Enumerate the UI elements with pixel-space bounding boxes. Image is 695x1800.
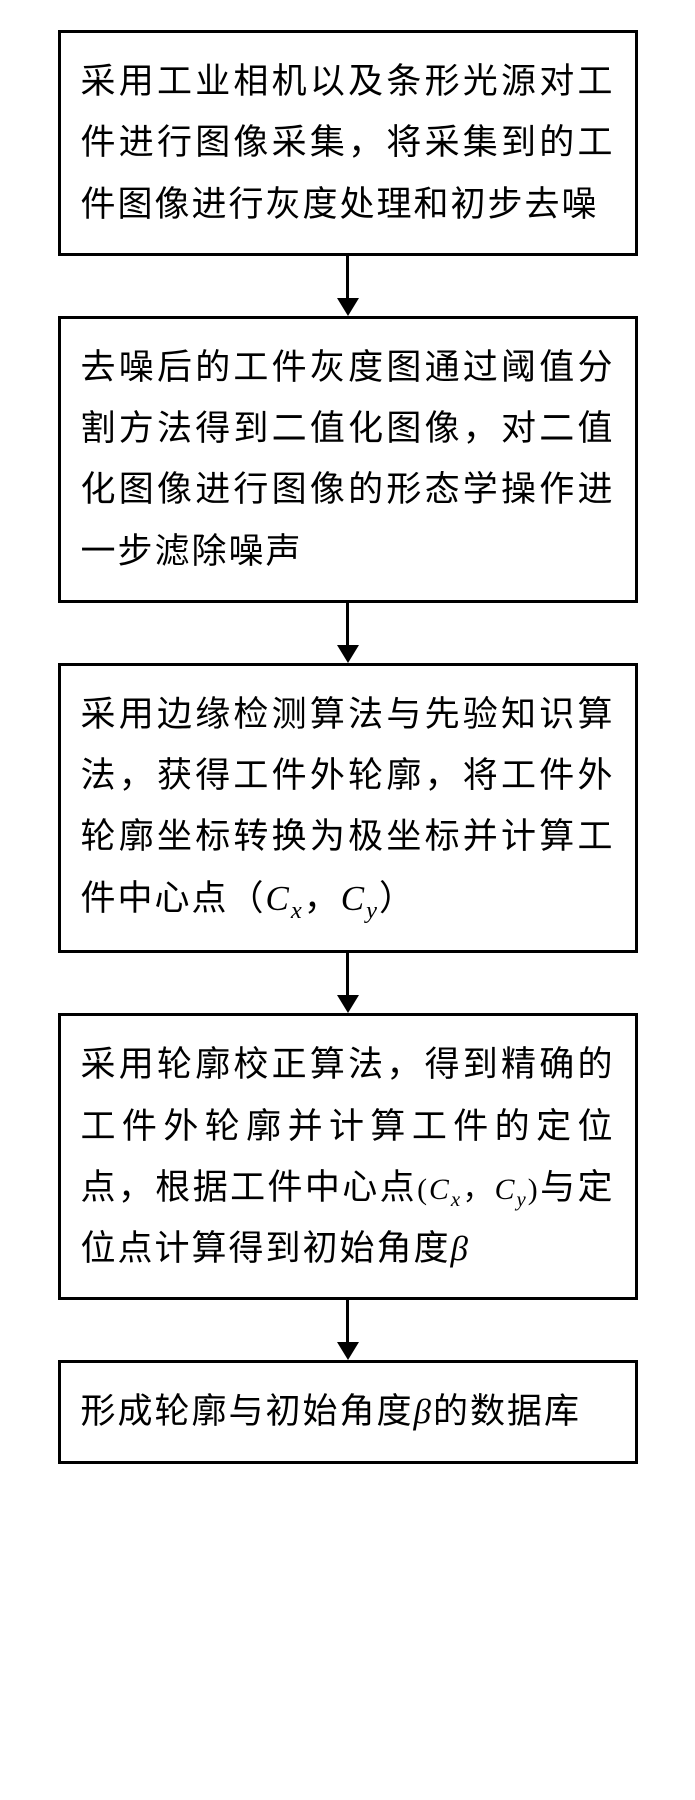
step-5-text: 形成轮廓与初始角度β的数据库 <box>81 1381 615 1442</box>
flowchart-step-4: 采用轮廓校正算法，得到精确的工件外轮廓并计算工件的定位点，根据工件中心点(Cx，… <box>58 1013 638 1300</box>
flowchart-step-3: 采用边缘检测算法与先验知识算法，获得工件外轮廓，将工件外轮廓坐标转换为极坐标并计… <box>58 663 638 954</box>
arrow-4 <box>337 1300 359 1360</box>
math-cx: Cx <box>429 1173 462 1206</box>
flowchart-step-2: 去噪后的工件灰度图通过阈值分割方法得到二值化图像，对二值化图像进行图像的形态学操… <box>58 316 638 603</box>
arrow-line <box>346 256 349 298</box>
arrow-head-icon <box>337 645 359 663</box>
step-1-text: 采用工业相机以及条形光源对工件进行图像采集，将采集到的工件图像进行灰度处理和初步… <box>81 51 615 235</box>
arrow-1 <box>337 256 359 316</box>
step-4-text: 采用轮廓校正算法，得到精确的工件外轮廓并计算工件的定位点，根据工件中心点(Cx，… <box>81 1034 615 1279</box>
step-3-text: 采用边缘检测算法与先验知识算法，获得工件外轮廓，将工件外轮廓坐标转换为极坐标并计… <box>81 684 615 933</box>
flowchart-step-5: 形成轮廓与初始角度β的数据库 <box>58 1360 638 1463</box>
arrow-head-icon <box>337 995 359 1013</box>
arrow-line <box>346 953 349 995</box>
step-3-suffix: ） <box>379 879 416 918</box>
flowchart-container: 采用工业相机以及条形光源对工件进行图像采集，将采集到的工件图像进行灰度处理和初步… <box>40 30 655 1464</box>
arrow-line <box>346 1300 349 1342</box>
step-5-suffix: 的数据库 <box>433 1392 581 1431</box>
arrow-head-icon <box>337 1342 359 1360</box>
arrow-line <box>346 603 349 645</box>
flowchart-step-1: 采用工业相机以及条形光源对工件进行图像采集，将采集到的工件图像进行灰度处理和初步… <box>58 30 638 256</box>
paren-open: ( <box>417 1173 429 1206</box>
math-beta: β <box>414 1392 433 1431</box>
paren-close: ) <box>528 1173 540 1206</box>
math-sep: ， <box>462 1173 495 1206</box>
arrow-2 <box>337 603 359 663</box>
arrow-3 <box>337 953 359 1013</box>
math-sep: ， <box>304 879 341 918</box>
step-5-prefix: 形成轮廓与初始角度 <box>81 1392 414 1431</box>
math-cy: Cy <box>495 1173 528 1206</box>
math-cx: Cx <box>266 879 304 918</box>
math-beta: β <box>451 1229 470 1268</box>
arrow-head-icon <box>337 298 359 316</box>
math-cy: Cy <box>341 879 379 918</box>
step-2-text: 去噪后的工件灰度图通过阈值分割方法得到二值化图像，对二值化图像进行图像的形态学操… <box>81 337 615 582</box>
